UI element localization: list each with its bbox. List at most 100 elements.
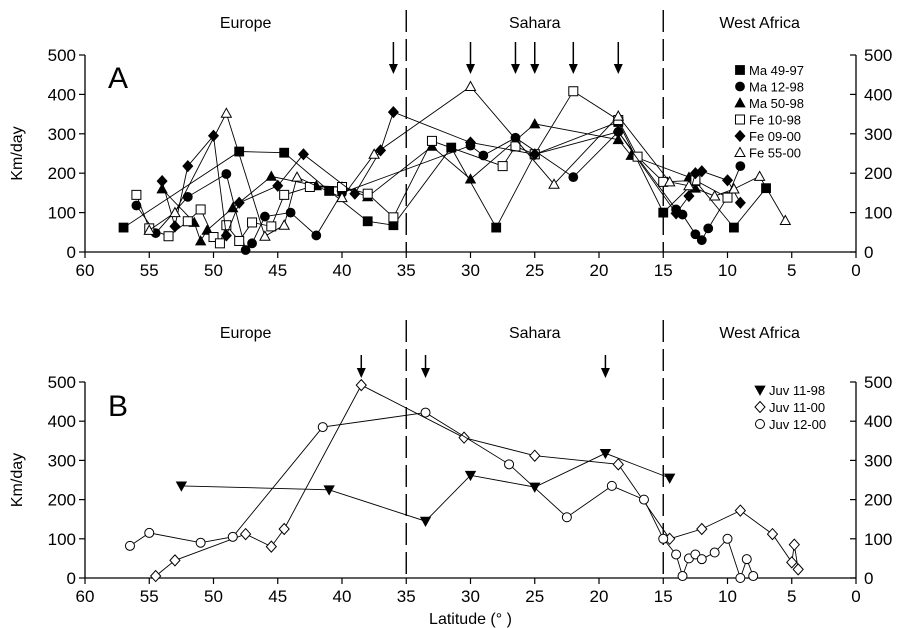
data-point xyxy=(734,504,747,517)
series-line xyxy=(155,384,799,577)
data-point xyxy=(221,169,232,179)
y-tick-label-right: 0 xyxy=(864,569,873,588)
data-point xyxy=(194,235,207,246)
x-tick-label: 50 xyxy=(204,587,223,606)
data-point xyxy=(388,212,399,223)
series-fe-09-00 xyxy=(156,106,746,242)
data-point xyxy=(529,148,541,161)
legend-marker xyxy=(735,81,745,92)
region-label: West Africa xyxy=(719,15,800,32)
legend-marker xyxy=(754,385,766,396)
data-point xyxy=(766,527,779,541)
legend-label: Fe 09-00 xyxy=(749,129,801,144)
panel-letter: A xyxy=(108,62,128,95)
y-axis-label: Km/day xyxy=(9,126,26,180)
x-tick-label: 20 xyxy=(590,587,609,606)
arrow-head xyxy=(466,64,475,74)
panel-letter: B xyxy=(108,390,128,423)
x-tick-label: 20 xyxy=(590,261,609,280)
data-point xyxy=(464,136,477,149)
x-tick-label: 40 xyxy=(333,261,352,280)
data-point xyxy=(279,189,290,200)
x-tick-label: 60 xyxy=(76,261,95,280)
data-point xyxy=(677,571,688,582)
data-point xyxy=(227,531,238,542)
data-point xyxy=(735,161,746,172)
y-tick-label-right: 100 xyxy=(864,204,892,223)
region-label: Europe xyxy=(220,15,272,32)
data-point xyxy=(632,151,643,162)
x-axis-label: Latitude (° ) xyxy=(429,611,512,628)
data-point xyxy=(124,540,135,551)
data-point xyxy=(234,235,245,246)
data-point xyxy=(323,485,335,496)
x-tick-label: 0 xyxy=(851,261,860,280)
x-tick-label: 50 xyxy=(204,261,223,280)
data-point xyxy=(696,522,708,536)
region-label: West Africa xyxy=(719,325,800,342)
data-point xyxy=(420,407,431,418)
y-tick-label-right: 0 xyxy=(864,243,873,262)
data-point xyxy=(670,207,682,220)
x-tick-label: 55 xyxy=(140,261,159,280)
data-point xyxy=(182,216,193,227)
data-point xyxy=(529,118,541,129)
data-point xyxy=(169,554,181,567)
data-point xyxy=(491,222,502,233)
y-tick-label-right: 100 xyxy=(864,530,892,549)
legend-marker xyxy=(735,114,745,125)
data-point xyxy=(728,182,740,194)
data-point xyxy=(324,186,335,196)
data-point xyxy=(721,174,734,187)
data-point xyxy=(234,146,245,157)
data-point xyxy=(195,537,206,548)
series-line xyxy=(123,121,767,229)
y-tick-label-left: 400 xyxy=(48,85,76,104)
x-tick-label: 25 xyxy=(525,261,544,280)
data-point xyxy=(247,217,258,228)
data-point xyxy=(722,533,733,544)
y-tick-label-left: 100 xyxy=(48,204,76,223)
arrow-head xyxy=(356,368,366,378)
data-point xyxy=(504,459,515,470)
x-tick-label: 10 xyxy=(718,587,737,606)
data-point xyxy=(683,189,695,203)
data-point xyxy=(690,229,701,240)
data-point xyxy=(259,230,271,241)
x-tick-label: 40 xyxy=(333,587,352,606)
x-tick-label: 5 xyxy=(787,261,796,280)
data-point xyxy=(606,480,617,491)
arrow-head xyxy=(421,368,431,378)
data-point xyxy=(786,556,798,569)
legend-marker xyxy=(734,97,746,108)
arrow-head xyxy=(530,64,540,74)
data-point xyxy=(612,458,624,471)
data-point xyxy=(426,135,437,146)
region-label: Europe xyxy=(220,325,272,342)
data-point xyxy=(175,481,188,492)
arrow-head xyxy=(510,64,520,74)
legend-marker xyxy=(735,65,745,75)
x-tick-label: 55 xyxy=(140,587,159,606)
data-point xyxy=(741,554,752,565)
arrow-head xyxy=(388,64,398,74)
data-point xyxy=(748,571,759,582)
x-tick-label: 30 xyxy=(461,587,480,606)
data-point xyxy=(464,470,477,482)
data-point xyxy=(387,106,399,119)
data-point xyxy=(683,179,695,191)
data-point xyxy=(779,214,792,225)
data-point xyxy=(612,125,624,138)
data-point xyxy=(703,223,714,234)
data-point xyxy=(568,172,579,183)
data-point xyxy=(696,165,708,178)
legend-marker xyxy=(734,146,746,157)
legend-label: Ma 12-98 xyxy=(749,80,804,95)
data-point xyxy=(464,173,477,184)
x-tick-label: 10 xyxy=(718,261,737,280)
series-juv-12-00 xyxy=(124,407,759,583)
data-point xyxy=(568,86,579,97)
y-tick-label-right: 300 xyxy=(864,125,892,144)
